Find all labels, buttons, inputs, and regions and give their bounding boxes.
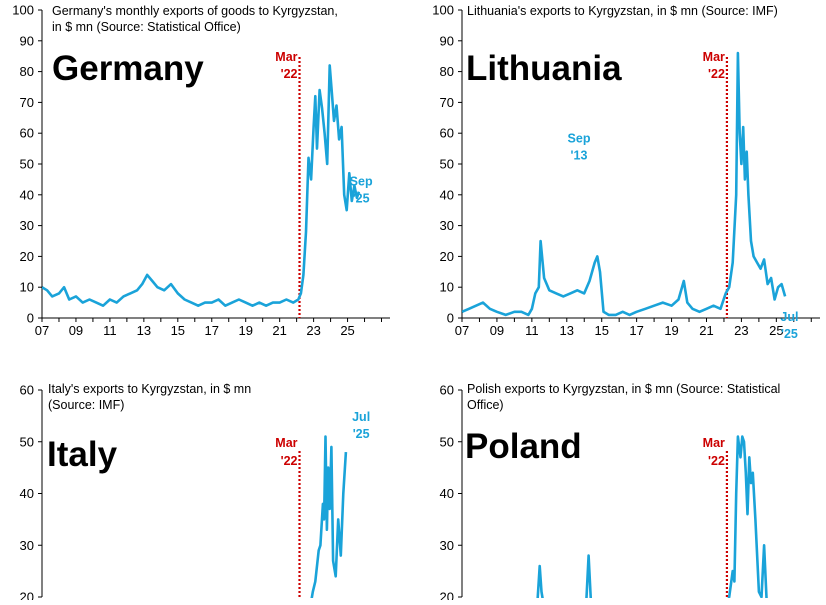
x-tick-label: 09 (69, 323, 83, 338)
y-tick-label: 0 (447, 311, 454, 326)
y-tick-label: 50 (440, 157, 454, 172)
y-tick-label: 40 (20, 187, 34, 202)
series-line (585, 554, 593, 598)
x-tick-label: 23 (734, 323, 748, 338)
y-tick-label: 10 (20, 280, 34, 295)
x-tick-label: 17 (205, 323, 219, 338)
y-tick-label: 0 (27, 311, 34, 326)
y-tick-label: 50 (440, 434, 454, 449)
series-line (536, 564, 544, 598)
y-tick-label: 50 (20, 157, 34, 172)
y-tick-label: 100 (12, 3, 34, 18)
y-tick-label: 50 (20, 434, 34, 449)
x-tick-label: 21 (272, 323, 286, 338)
x-tick-label: 11 (525, 323, 539, 338)
series-annotation: Sep (568, 131, 591, 145)
x-tick-label: 07 (35, 323, 49, 338)
chart-lithuania: 0 10 20 30 40 50 60 70 80 90 100 07 09 11 13 15 17 19 21 23… (432, 3, 820, 341)
x-tick-label: 09 (490, 323, 504, 338)
series-annotation: '13 (571, 148, 588, 162)
x-tick-label: 19 (238, 323, 252, 338)
x-tick-label: 17 (629, 323, 643, 338)
y-tick-label: 60 (440, 383, 454, 398)
y-tick-label: 80 (440, 64, 454, 79)
series-annotation: '25 (353, 192, 370, 206)
x-tick-label: 13 (137, 323, 151, 338)
chart-title: Germany's monthly exports of goods to Ky… (52, 4, 338, 18)
y-tick-label: 10 (440, 280, 454, 295)
x-tick-label: 23 (306, 323, 320, 338)
x-tick-label: 19 (664, 323, 678, 338)
series-line (462, 51, 787, 317)
y-tick-label: 30 (440, 218, 454, 233)
chart-title: (Source: IMF) (48, 398, 124, 412)
series-line (42, 64, 361, 308)
y-tick-label: 30 (20, 218, 34, 233)
chart-germany: 0 10 20 30 40 50 60 70 80 90 100 07 09 11 13 15 17 19 21 23… (12, 3, 390, 338)
series-line (727, 435, 768, 598)
y-tick-label: 90 (440, 33, 454, 48)
chart-title: in $ mn (Source: Statistical Office) (52, 20, 241, 34)
marker-label: '22 (281, 454, 298, 468)
country-label: Italy (47, 435, 118, 474)
country-label: Poland (465, 427, 582, 466)
country-label: Lithuania (466, 49, 622, 88)
series-annotation: Jul (352, 410, 370, 424)
y-tick-label: 30 (440, 538, 454, 553)
chart-poland: 20 30 40 50 60 Polish exports to Kyrgyzstan, … (440, 382, 781, 605)
x-tick-label: 25 (769, 323, 783, 338)
y-tick-label: 20 (440, 249, 454, 264)
x-tick-label: 15 (171, 323, 185, 338)
marker-label: Mar (275, 50, 297, 64)
y-tick-label: 40 (440, 187, 454, 202)
x-tick-label: 25 (340, 323, 354, 338)
series-line (310, 435, 348, 598)
y-tick-label: 40 (440, 486, 454, 501)
marker-label: Mar (703, 436, 725, 450)
y-tick-label: 40 (20, 486, 34, 501)
y-tick-label: 70 (440, 95, 454, 110)
country-label: Germany (52, 49, 204, 88)
x-tick-label: 21 (699, 323, 713, 338)
chart-title: Office) (467, 398, 504, 412)
marker-label: Mar (703, 50, 725, 64)
y-tick-label: 30 (20, 538, 34, 553)
y-tick-label: 60 (440, 126, 454, 141)
x-tick-label: 13 (560, 323, 574, 338)
series-annotation: Jul (780, 310, 798, 324)
y-tick-label: 80 (20, 64, 34, 79)
series-annotation: Sep (350, 175, 373, 189)
y-tick-label: 20 (20, 590, 34, 601)
marker-label: '22 (708, 67, 725, 81)
chart-title: Lithuania's exports to Kyrgyzstan, in $ … (467, 4, 778, 18)
x-tick-label: 11 (103, 323, 117, 338)
series-annotation: '25 (353, 427, 370, 441)
y-tick-label: 90 (20, 33, 34, 48)
chart-title: Polish exports to Kyrgyzstan, in $ mn (S… (467, 382, 780, 396)
series-annotation: '25 (781, 327, 798, 341)
y-tick-label: 100 (432, 3, 454, 18)
chart-italy: 20 30 40 50 60 Italy's exports to Kyrgyzstan,… (20, 382, 371, 605)
y-tick-label: 20 (440, 590, 454, 601)
marker-label: '22 (708, 454, 725, 468)
marker-label: Mar (275, 436, 297, 450)
y-tick-label: 70 (20, 95, 34, 110)
x-tick-label: 15 (594, 323, 608, 338)
y-tick-label: 60 (20, 383, 34, 398)
x-tick-label: 07 (455, 323, 469, 338)
y-tick-label: 20 (20, 249, 34, 264)
y-tick-label: 60 (20, 126, 34, 141)
marker-label: '22 (281, 67, 298, 81)
chart-title: Italy's exports to Kyrgyzstan, in $ mn (48, 382, 251, 396)
